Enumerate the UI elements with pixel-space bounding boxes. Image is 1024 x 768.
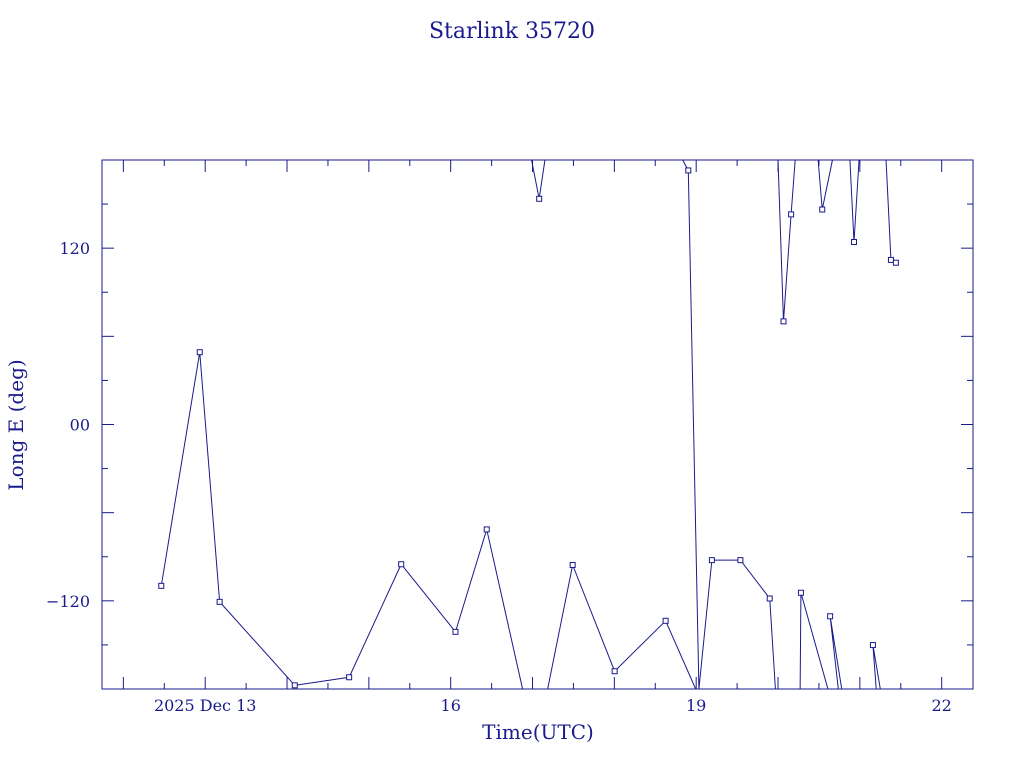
x-tick-label: 22 xyxy=(932,696,952,715)
y-axis-label: Long E (deg) xyxy=(4,359,28,490)
x-tick-label: 19 xyxy=(686,696,706,715)
series-line xyxy=(885,159,897,264)
data-point xyxy=(569,561,576,568)
data-markers xyxy=(158,167,899,689)
data-point xyxy=(737,557,744,564)
axis-tick-labels: 120 00 −120 2025 Dec 13 16 19 22 xyxy=(46,239,952,715)
data-point xyxy=(851,238,858,245)
data-point xyxy=(216,598,223,605)
series-line xyxy=(682,159,776,690)
data-point xyxy=(346,674,353,681)
data-point xyxy=(291,682,298,689)
data-point xyxy=(892,259,899,266)
data-point xyxy=(536,195,543,202)
data-point xyxy=(827,613,834,620)
series-line xyxy=(531,159,546,199)
data-point xyxy=(797,589,804,596)
data-series xyxy=(160,159,897,690)
series-line xyxy=(799,592,829,690)
chart-title: Starlink 35720 xyxy=(429,19,595,44)
data-point xyxy=(708,557,715,564)
series-line xyxy=(777,159,796,322)
series-line xyxy=(160,352,524,690)
data-point xyxy=(887,256,894,263)
axis-ticks xyxy=(102,159,973,690)
y-tick-label: 120 xyxy=(59,239,90,258)
data-point xyxy=(483,526,490,533)
x-tick-label: 2025 Dec 13 xyxy=(154,696,257,715)
series-line xyxy=(872,644,881,690)
data-point xyxy=(398,561,405,568)
series-line xyxy=(547,563,697,690)
x-axis-label: Time(UTC) xyxy=(482,720,594,744)
data-point xyxy=(766,595,773,602)
y-tick-label: −120 xyxy=(46,592,90,611)
x-tick-label: 16 xyxy=(441,696,461,715)
data-point xyxy=(788,211,795,218)
y-tick-label: 00 xyxy=(70,416,90,435)
data-point xyxy=(611,668,618,675)
data-point xyxy=(662,617,669,624)
plot-frame xyxy=(101,159,974,690)
series-line xyxy=(817,159,833,210)
series-line xyxy=(829,616,843,690)
data-point xyxy=(158,582,165,589)
series-line xyxy=(849,159,860,243)
data-point xyxy=(869,642,876,649)
data-point xyxy=(452,628,459,635)
data-point xyxy=(685,167,692,174)
data-point xyxy=(819,206,826,213)
data-point xyxy=(196,349,203,356)
data-point xyxy=(780,318,787,325)
